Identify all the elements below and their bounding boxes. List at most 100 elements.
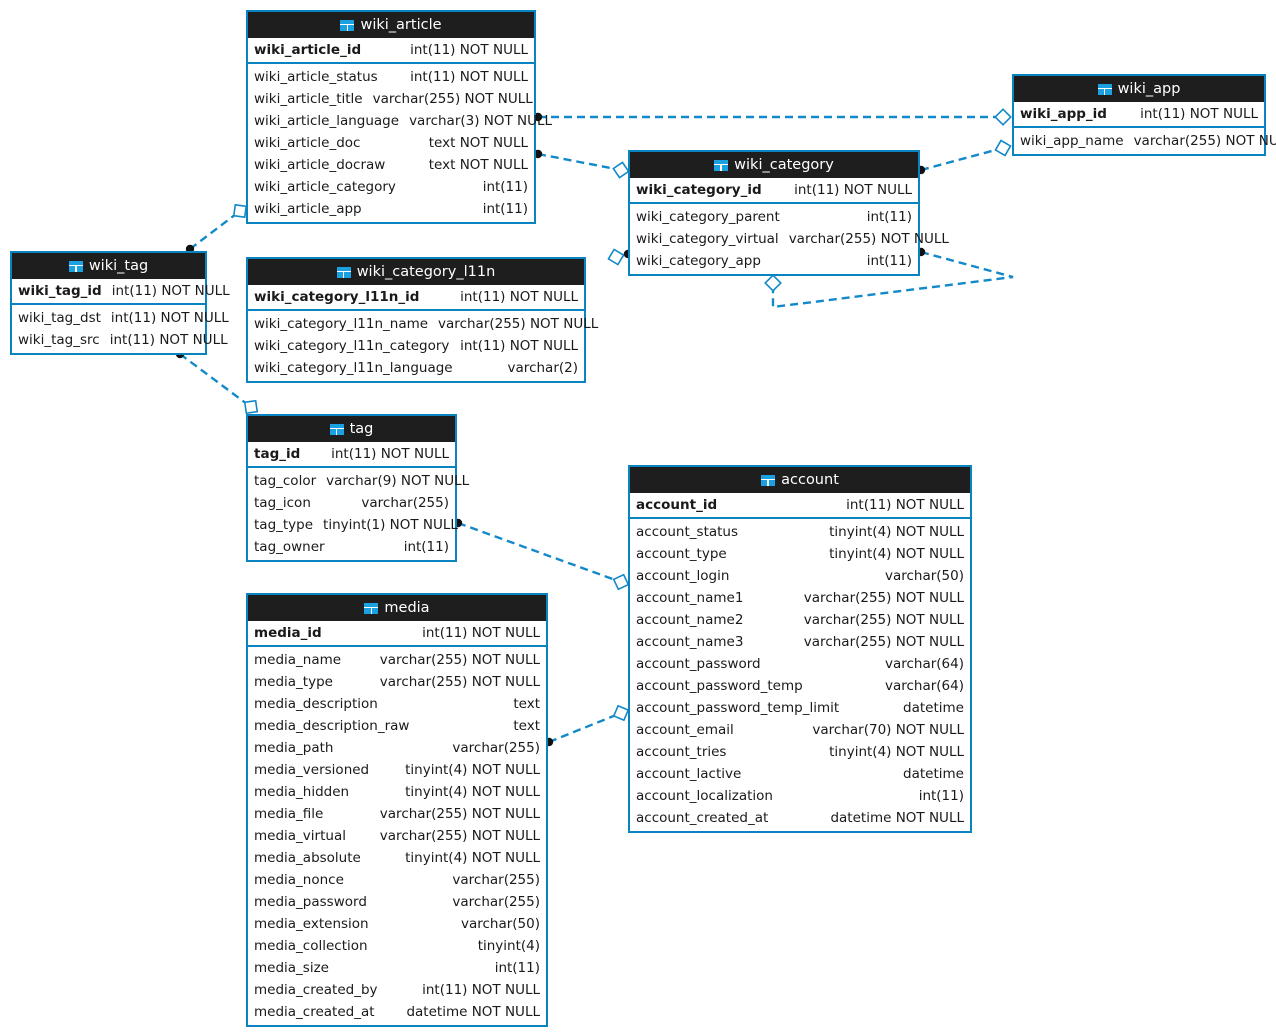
field-row[interactable]: media_versioned tinyint(4) NOT NULL xyxy=(248,759,546,781)
field-row[interactable]: media_created_by int(11) NOT NULL xyxy=(248,979,546,1001)
entity-header-tag[interactable]: tag xyxy=(248,416,455,442)
entity-header-wiki_article[interactable]: wiki_article xyxy=(248,12,534,38)
table-icon xyxy=(364,602,379,614)
field-name: account_id xyxy=(636,497,718,513)
field-row[interactable]: wiki_article_language varchar(3) NOT NULL xyxy=(248,110,552,132)
field-type: int(11) NOT NULL xyxy=(111,283,230,299)
field-row[interactable]: wiki_article_status int(11) NOT NULL xyxy=(248,66,534,88)
field-row[interactable]: wiki_article_category int(11) xyxy=(248,176,534,198)
field-row[interactable]: tag_icon varchar(255) xyxy=(248,492,455,514)
field-row[interactable]: tag_owner int(11) xyxy=(248,536,455,558)
entity-table-media[interactable]: media media_id int(11) NOT NULL media_name v… xyxy=(246,593,548,1027)
primary-key-row[interactable]: wiki_tag_id int(11) NOT NULL xyxy=(12,279,230,305)
field-row[interactable]: account_password_temp varchar(64) xyxy=(630,675,970,697)
field-type: tinyint(4) NOT NULL xyxy=(405,762,540,778)
field-row[interactable]: wiki_tag_src int(11) NOT NULL xyxy=(12,329,228,351)
field-row[interactable]: account_name1 varchar(255) NOT NULL xyxy=(630,587,970,609)
field-row[interactable]: media_description text xyxy=(248,693,546,715)
field-row[interactable]: media_absolute tinyint(4) NOT NULL xyxy=(248,847,546,869)
primary-key-row[interactable]: wiki_app_id int(11) NOT NULL xyxy=(1014,102,1264,128)
primary-key-row[interactable]: media_id int(11) NOT NULL xyxy=(248,621,546,647)
relation-rel-article-language-app[interactable] xyxy=(533,108,1012,126)
entity-table-wiki_category_l11n[interactable]: wiki_category_l11n wiki_category_l11n_id i… xyxy=(246,257,598,383)
field-row[interactable]: wiki_category_virtual varchar(255) NOT NU… xyxy=(630,228,949,250)
field-row[interactable]: wiki_category_app int(11) xyxy=(630,250,918,272)
field-name: media_name xyxy=(254,652,342,668)
relation-rel-article-doc-category[interactable] xyxy=(533,149,630,179)
field-row[interactable]: media_nonce varchar(255) xyxy=(248,869,546,891)
field-type: datetime NOT NULL xyxy=(830,810,964,826)
relation-endpoint-diamond xyxy=(232,203,248,219)
field-row[interactable]: account_type tinyint(4) NOT NULL xyxy=(630,543,970,565)
field-row[interactable]: account_password_temp_limit datetime xyxy=(630,697,970,719)
field-type: int(11) NOT NULL xyxy=(422,982,540,998)
field-row[interactable]: account_password varchar(64) xyxy=(630,653,970,675)
field-row[interactable]: media_file varchar(255) NOT NULL xyxy=(248,803,546,825)
entity-header-wiki_category[interactable]: wiki_category xyxy=(630,152,918,178)
field-row[interactable]: media_description_raw text xyxy=(248,715,546,737)
entity-table-wiki_app[interactable]: wiki_app wiki_app_id int(11) NOT NULL wiki_… xyxy=(1012,74,1276,156)
relation-rel-media-createdby-account[interactable] xyxy=(544,704,630,747)
field-row[interactable]: wiki_article_docraw text NOT NULL xyxy=(248,154,534,176)
field-row[interactable]: wiki_tag_dst int(11) NOT NULL xyxy=(12,307,229,329)
entity-table-tag[interactable]: tag tag_id int(11) NOT NULL tag_color varcha… xyxy=(246,414,469,562)
field-type: int(11) NOT NULL xyxy=(109,332,228,348)
field-name: media_description_raw xyxy=(254,718,410,734)
relation-rel-tag-owner-account[interactable] xyxy=(453,518,630,591)
field-row[interactable]: account_lactive datetime xyxy=(630,763,970,785)
field-row[interactable]: wiki_article_doc text NOT NULL xyxy=(248,132,534,154)
field-row[interactable]: media_extension varchar(50) xyxy=(248,913,546,935)
field-row[interactable]: tag_type tinyint(1) NOT NULL xyxy=(248,514,458,536)
entity-header-wiki_app[interactable]: wiki_app xyxy=(1014,76,1264,102)
relation-rel-category-app[interactable] xyxy=(916,139,1012,175)
field-row[interactable]: wiki_category_l11n_name varchar(255) NOT … xyxy=(248,313,598,335)
field-type: varchar(64) xyxy=(884,678,964,694)
field-row[interactable]: tag_color varchar(9) NOT NULL xyxy=(248,470,469,492)
primary-key-row[interactable]: wiki_category_l11n_id int(11) NOT NULL xyxy=(248,285,584,311)
entity-table-wiki_article[interactable]: wiki_article wiki_article_id int(11) NOT N… xyxy=(246,10,552,224)
field-row[interactable]: media_size int(11) xyxy=(248,957,546,979)
field-name: media_password xyxy=(254,894,367,910)
field-row[interactable]: media_path varchar(255) xyxy=(248,737,546,759)
field-row[interactable]: media_password varchar(255) xyxy=(248,891,546,913)
relation-rel-article-app-tag[interactable] xyxy=(185,203,248,254)
entity-header-wiki_tag[interactable]: wiki_tag xyxy=(12,253,205,279)
field-type: tinyint(4) NOT NULL xyxy=(829,546,964,562)
field-row[interactable]: wiki_category_parent int(11) xyxy=(630,206,918,228)
field-row[interactable]: account_tries tinyint(4) NOT NULL xyxy=(630,741,970,763)
field-type: text NOT NULL xyxy=(428,157,528,173)
entity-header-account[interactable]: account xyxy=(630,467,970,493)
field-row[interactable]: account_name3 varchar(255) NOT NULL xyxy=(630,631,970,653)
field-row[interactable]: media_created_at datetime NOT NULL xyxy=(248,1001,546,1023)
entity-table-wiki_category[interactable]: wiki_category wiki_category_id int(11) NOT… xyxy=(628,150,949,276)
field-row[interactable]: media_collection tinyint(4) xyxy=(248,935,546,957)
field-row[interactable]: wiki_category_l11n_language varchar(2) xyxy=(248,357,584,379)
field-row[interactable]: wiki_article_app int(11) xyxy=(248,198,534,220)
field-row[interactable]: account_email varchar(70) NOT NULL xyxy=(630,719,970,741)
primary-key-row[interactable]: wiki_article_id int(11) NOT NULL xyxy=(248,38,534,64)
field-row[interactable]: media_type varchar(255) NOT NULL xyxy=(248,671,546,693)
field-row[interactable]: wiki_app_name varchar(255) NOT NULL xyxy=(1014,130,1276,152)
entity-header-media[interactable]: media xyxy=(248,595,546,621)
field-row[interactable]: account_login varchar(50) xyxy=(630,565,970,587)
primary-key-row[interactable]: wiki_category_id int(11) NOT NULL xyxy=(630,178,918,204)
field-row[interactable]: account_name2 varchar(255) NOT NULL xyxy=(630,609,970,631)
primary-key-row[interactable]: tag_id int(11) NOT NULL xyxy=(248,442,455,468)
entity-title: wiki_app xyxy=(1117,81,1181,97)
field-row[interactable]: account_created_at datetime NOT NULL xyxy=(630,807,970,829)
primary-key-row[interactable]: account_id int(11) NOT NULL xyxy=(630,493,970,519)
field-type: int(11) NOT NULL xyxy=(460,338,578,354)
field-type: int(11) xyxy=(866,253,912,269)
field-name: media_hidden xyxy=(254,784,350,800)
field-row[interactable]: media_name varchar(255) NOT NULL xyxy=(248,649,546,671)
field-row[interactable]: account_localization int(11) xyxy=(630,785,970,807)
field-row[interactable]: media_hidden tinyint(4) NOT NULL xyxy=(248,781,546,803)
entity-header-wiki_category_l11n[interactable]: wiki_category_l11n xyxy=(248,259,584,285)
field-row[interactable]: media_virtual varchar(255) NOT NULL xyxy=(248,825,546,847)
relation-endpoint-diamond xyxy=(612,573,630,591)
entity-table-account[interactable]: account account_id int(11) NOT NULL account… xyxy=(628,465,972,833)
entity-table-wiki_tag[interactable]: wiki_tag wiki_tag_id int(11) NOT NULL wiki_… xyxy=(10,251,230,355)
field-row[interactable]: wiki_article_title varchar(255) NOT NULL xyxy=(248,88,534,110)
field-row[interactable]: wiki_category_l11n_category int(11) NOT N… xyxy=(248,335,584,357)
field-row[interactable]: account_status tinyint(4) NOT NULL xyxy=(630,521,970,543)
